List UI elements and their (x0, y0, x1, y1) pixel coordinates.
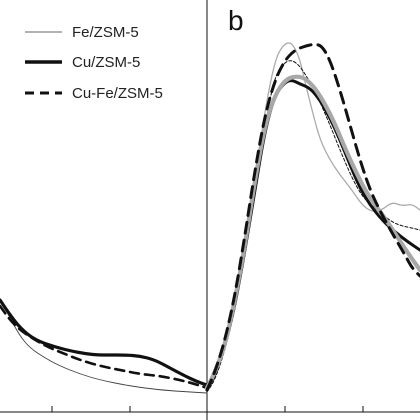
panel-b-series (204, 42, 420, 393)
panel-a-series (0, 298, 209, 394)
legend-label-fe: Fe/ZSM-5 (72, 24, 139, 41)
panel-b-series-line-4 (204, 74, 420, 391)
panel-label-b: b (228, 5, 244, 36)
legend: Fe/ZSM-5 Cu/ZSM-5 Cu-Fe/ZSM-5 (25, 24, 163, 102)
legend-label-cufe: Cu-Fe/ZSM-5 (72, 85, 163, 102)
panel-a-series-line-2 (0, 298, 209, 387)
x-axis-ticks (51, 406, 364, 412)
panel-b-series-line-5 (205, 43, 420, 392)
panel-a-series-line-3 (0, 304, 209, 390)
legend-label-cu: Cu/ZSM-5 (72, 54, 140, 71)
panel-b-series-line-3 (205, 79, 420, 392)
panel-b-series-line-1 (206, 42, 420, 391)
